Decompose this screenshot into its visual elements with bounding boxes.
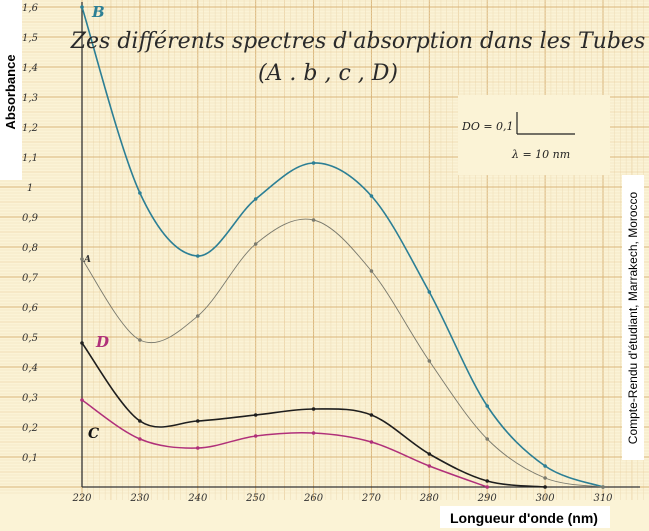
data-point-a [485, 437, 490, 441]
data-point-d [195, 419, 200, 423]
x-tick-label: 220 [71, 493, 92, 504]
data-point-c [80, 398, 84, 402]
data-point-a [253, 242, 258, 246]
data-point-a [601, 485, 605, 489]
series-line-a [81, 218, 604, 488]
series-label-c: C [88, 426, 99, 442]
x-tick-label: 250 [245, 493, 266, 504]
data-point-d [138, 419, 142, 423]
data-point-c [195, 446, 200, 450]
data-point-b [543, 464, 547, 468]
scale-y-note: DO = 0,1 [461, 120, 514, 133]
data-point-b [253, 197, 258, 201]
y-tick-label: 1 [27, 183, 33, 194]
data-point-c [311, 431, 316, 435]
data-point-b [138, 191, 142, 195]
x-tick-label: 260 [303, 493, 324, 504]
data-point-c [485, 485, 490, 489]
data-point-c [427, 464, 432, 468]
data-point-d [311, 407, 316, 411]
data-point-b [427, 290, 432, 294]
x-axis-label: Longueur d'onde (nm) [450, 510, 598, 526]
data-point-a [80, 257, 84, 261]
y-tick-label: 1,1 [22, 153, 38, 164]
y-tick-label: 0,5 [22, 333, 38, 344]
data-point-d [485, 479, 490, 483]
data-point-c [138, 437, 142, 441]
data-point-b [80, 5, 84, 9]
chart-title: Zes différents spectres d'absorption dan… [70, 29, 646, 54]
scale-x-note: λ = 10 nm [511, 148, 570, 161]
data-point-a [311, 218, 316, 222]
x-tick-label: 230 [129, 493, 150, 504]
data-point-b [311, 161, 316, 165]
data-point-d [369, 413, 374, 417]
series-lines [80, 5, 605, 489]
x-tick-label: 310 [593, 493, 613, 504]
scale-inset [458, 95, 610, 175]
y-tick-label: 1,6 [22, 3, 39, 14]
series-labels: B A D C [83, 3, 109, 442]
data-point-a [138, 338, 142, 342]
x-tick-label: 290 [477, 493, 498, 504]
data-point-d [253, 413, 258, 417]
x-tick-label: 270 [361, 493, 382, 504]
y-axis-label: Absorbance [3, 54, 18, 129]
x-tick-label: 280 [419, 493, 440, 504]
y-tick-label: 0,8 [22, 243, 38, 254]
data-point-a [427, 359, 432, 363]
y-tick-label: 0,4 [22, 363, 38, 374]
x-label-backdrop [440, 506, 610, 528]
y-tick-label: 0,3 [22, 393, 38, 404]
x-tick-label: 240 [187, 493, 208, 504]
y-tick-label: 0,1 [22, 453, 38, 464]
data-point-d [80, 341, 84, 345]
data-point-b [485, 404, 490, 408]
data-point-a [195, 314, 200, 318]
y-tick-label: 1,2 [22, 123, 38, 134]
y-tick-label: 1,4 [22, 63, 38, 74]
data-point-d [427, 452, 432, 456]
series-label-d: D [95, 333, 109, 351]
series-line-b [81, 6, 604, 488]
y-tick-label: 0,9 [22, 213, 39, 224]
data-point-a [543, 476, 547, 480]
series-label-b: B [91, 3, 105, 21]
side-note-backdrop [622, 175, 644, 460]
y-tick-label: 1,5 [22, 33, 38, 44]
data-point-a [369, 269, 374, 273]
tick-labels: 220 230 240 250 260 270 280 290 300 310 0,1 0,2 0,3 0… [22, 3, 613, 504]
data-point-b [195, 254, 200, 258]
chart-subtitle: (A . b , c , D) [258, 61, 398, 86]
axes [81, 2, 640, 488]
series-c [80, 398, 490, 489]
data-point-d [543, 485, 547, 489]
data-point-c [369, 440, 374, 444]
data-point-c [253, 434, 258, 438]
series-label-a: A [83, 255, 91, 265]
x-tick-label: 300 [536, 493, 556, 504]
grid [0, 0, 649, 500]
y-tick-label: 1,3 [22, 93, 38, 104]
side-note: Compte-Rendu d'étudiant, Marrakech, Moro… [626, 191, 640, 444]
y-label-backdrop [0, 0, 22, 180]
series-d [80, 341, 547, 489]
y-tick-label: 0,2 [22, 423, 38, 434]
series-a [80, 218, 605, 489]
y-tick-label: 0,6 [22, 303, 39, 314]
data-point-b [369, 194, 374, 198]
y-tick-label: 0,7 [22, 273, 39, 284]
